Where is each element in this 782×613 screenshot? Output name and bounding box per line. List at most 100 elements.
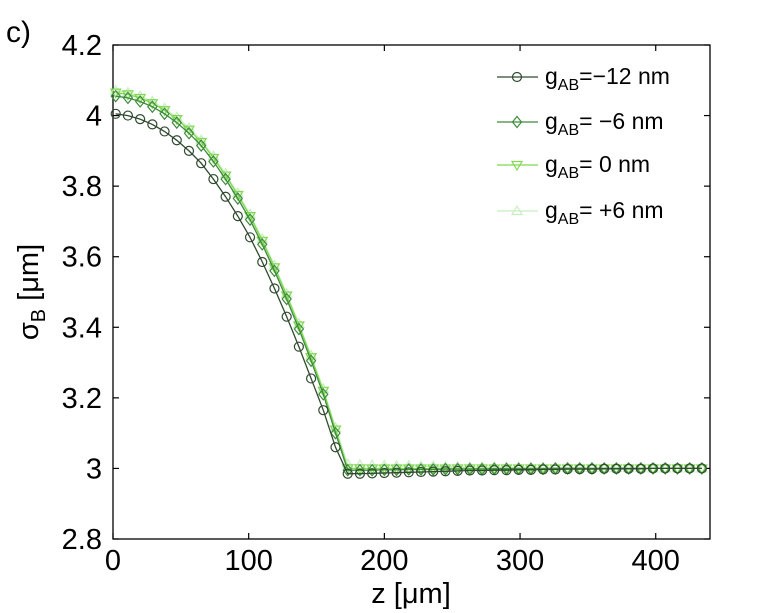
data-point	[147, 119, 158, 130]
data-point	[538, 464, 549, 475]
y-tick-label: 2.8	[62, 524, 102, 556]
legend-label: gAB= −6 nm	[545, 108, 664, 139]
data-point	[683, 464, 696, 475]
data-point	[659, 462, 672, 473]
legend-entry: gAB= −6 nm	[497, 108, 664, 139]
data-point	[415, 466, 427, 478]
data-point	[195, 139, 207, 153]
legend-entry: gAB=−12 nm	[497, 63, 670, 94]
data-point	[489, 465, 500, 476]
data-point	[610, 461, 623, 473]
data-point	[232, 211, 243, 222]
x-tick-label: 200	[360, 545, 408, 577]
data-point	[672, 461, 683, 475]
data-point	[354, 468, 366, 479]
y-tick-label: 3.8	[62, 171, 102, 203]
y-tick-label: 3	[86, 453, 102, 485]
legend-label-value: = −6 nm	[579, 108, 663, 134]
y-tick-label: 3.4	[62, 312, 102, 344]
data-point	[243, 208, 257, 219]
data-point	[635, 461, 647, 475]
data-point	[318, 405, 329, 416]
data-point	[511, 71, 523, 83]
legend-swatch	[497, 71, 538, 83]
data-point	[452, 465, 463, 476]
legend-label-main: g	[545, 197, 558, 223]
data-point	[379, 463, 390, 477]
data-point	[513, 464, 524, 475]
plot-area-frame	[112, 44, 711, 540]
x-axis: 0 100 200 300 400	[105, 45, 680, 577]
data-point	[257, 256, 268, 268]
legend-label-value: =−12 nm	[579, 63, 670, 89]
data-point	[646, 462, 660, 473]
data-point	[611, 463, 622, 474]
y-tick-label: 3.2	[62, 383, 102, 415]
data-point	[683, 462, 696, 473]
data-point	[220, 191, 231, 202]
data-point	[293, 322, 305, 336]
data-point	[598, 461, 610, 475]
data-point	[415, 463, 427, 476]
data-point	[647, 461, 659, 475]
series-layer	[109, 84, 708, 479]
data-point	[183, 145, 195, 156]
data-point	[281, 292, 292, 306]
data-point	[293, 341, 304, 352]
data-point	[171, 116, 183, 130]
data-point	[464, 465, 475, 476]
data-point	[671, 464, 684, 475]
data-point	[147, 100, 158, 114]
data-point	[159, 107, 170, 121]
data-point	[574, 464, 585, 475]
data-point	[135, 113, 146, 125]
data-point	[171, 135, 182, 146]
legend-swatch	[497, 115, 538, 129]
data-point	[403, 467, 414, 478]
data-point	[342, 468, 353, 479]
legend-label-main: g	[545, 151, 558, 177]
data-point	[696, 463, 707, 474]
legend-entry: gAB= 0 nm	[497, 151, 650, 182]
series-line	[115, 113, 702, 475]
data-point	[367, 468, 378, 479]
data-point	[525, 464, 537, 475]
legend-label-subscript: AB	[558, 211, 579, 228]
data-point	[122, 110, 134, 121]
data-point	[110, 89, 121, 103]
data-point	[428, 466, 439, 477]
y-tick-label: 4	[86, 101, 102, 133]
data-point	[305, 354, 317, 368]
data-series	[110, 108, 707, 479]
x-tick-label: 100	[224, 545, 272, 577]
panel-label: c)	[6, 16, 31, 49]
data-point	[549, 461, 562, 472]
legend-label-subscript: AB	[558, 165, 579, 182]
data-point	[109, 84, 122, 95]
data-point	[379, 467, 390, 479]
legend-entry: gAB= +6 nm	[497, 197, 664, 228]
data-point	[330, 442, 341, 453]
data-point	[672, 463, 683, 474]
data-point	[684, 463, 695, 474]
y-axis: 2.8 3 3.2 3.4 3.6 3.8 4 4.2	[62, 30, 710, 556]
data-point	[684, 461, 695, 475]
data-point	[121, 86, 134, 97]
data-point	[622, 461, 635, 473]
data-point	[232, 192, 244, 205]
data-point	[586, 464, 598, 475]
data-point	[244, 213, 256, 227]
data-point	[134, 95, 146, 108]
data-point	[146, 95, 159, 106]
legend-swatch	[497, 160, 538, 172]
data-point	[110, 108, 121, 119]
data-point	[659, 464, 672, 475]
data-point	[598, 461, 611, 473]
data-point	[220, 172, 231, 186]
legend-label: gAB=−12 nm	[545, 63, 670, 94]
data-point	[585, 461, 599, 473]
data-point	[366, 463, 378, 477]
data-point	[611, 461, 622, 475]
x-tick-label: 0	[105, 545, 121, 577]
data-point	[256, 237, 268, 251]
